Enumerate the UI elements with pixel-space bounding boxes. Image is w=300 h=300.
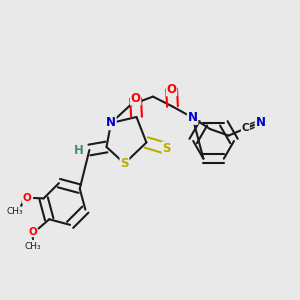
Text: N: N [255, 116, 266, 129]
Text: N: N [106, 116, 116, 130]
Text: O: O [22, 193, 31, 203]
Text: C: C [242, 123, 249, 134]
Text: O: O [28, 226, 37, 237]
Text: O: O [130, 92, 141, 105]
Text: CH₃: CH₃ [25, 242, 41, 251]
Text: N: N [188, 111, 198, 124]
Text: S: S [162, 142, 171, 155]
Text: CH₃: CH₃ [7, 207, 23, 216]
Text: S: S [120, 157, 129, 170]
Text: O: O [167, 82, 177, 96]
Text: H: H [74, 143, 83, 157]
